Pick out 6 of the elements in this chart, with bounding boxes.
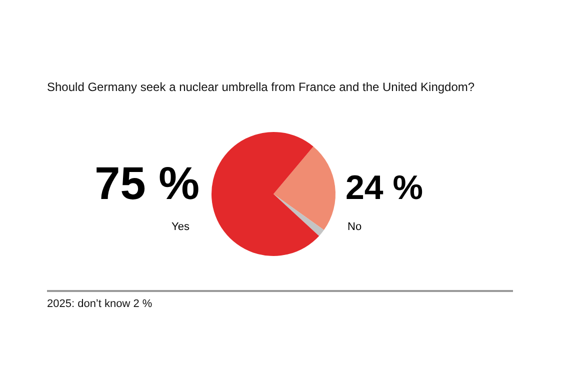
data-label: 24 % — [346, 169, 423, 207]
slice-label: No — [348, 221, 362, 233]
data-label: 75 % — [94, 157, 200, 209]
text: 2025: don’t know 2 % — [47, 298, 152, 310]
chart-title: Should Germany seek a nuclear umbrella from France and the United Kingdom? — [47, 80, 475, 94]
slice-label: Yes — [172, 221, 190, 233]
